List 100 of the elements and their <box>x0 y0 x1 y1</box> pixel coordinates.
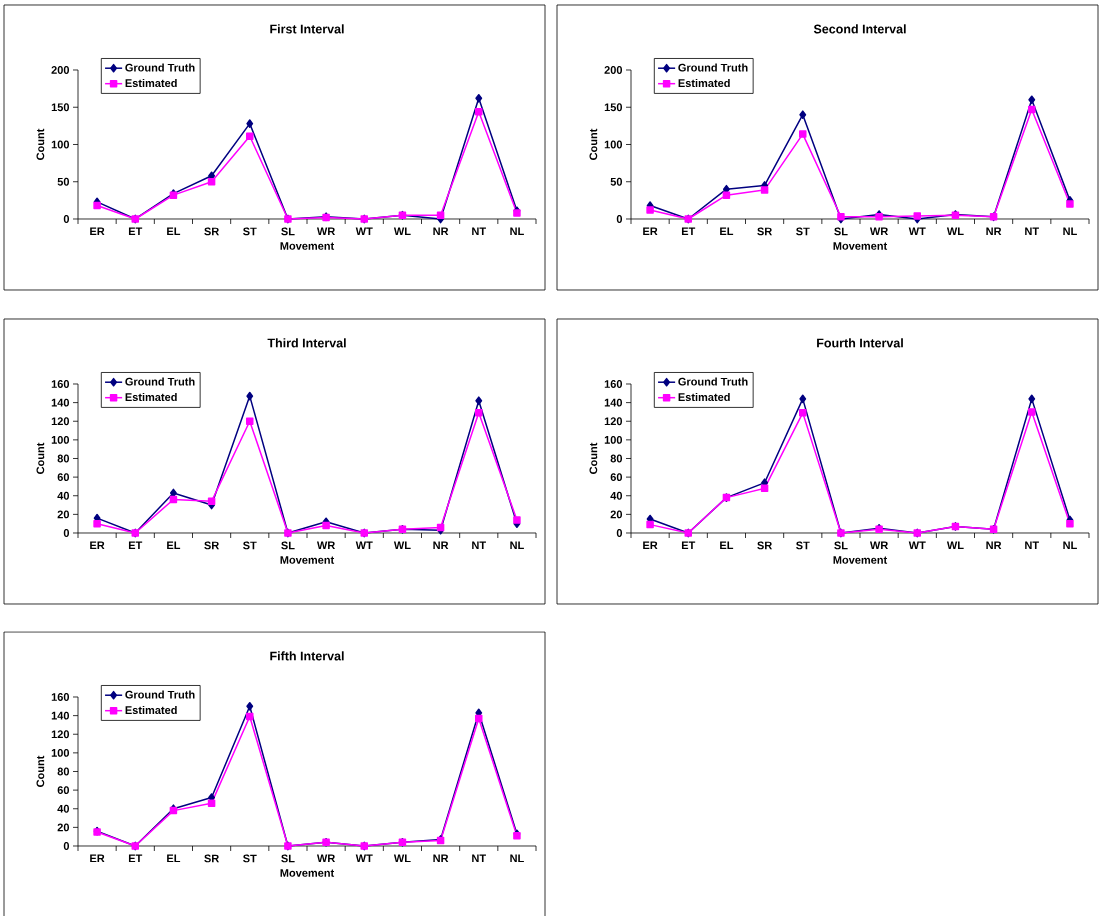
y-tick-label: 100 <box>51 140 70 149</box>
legend-label: Estimated <box>678 78 730 88</box>
y-tick-label: 120 <box>51 417 70 426</box>
x-tick-label: NR <box>433 854 449 863</box>
y-tick-label: 140 <box>604 398 623 407</box>
y-tick-label: 100 <box>51 748 70 757</box>
x-tick-label: NT <box>472 227 486 236</box>
x-tick-label: WL <box>393 227 411 236</box>
x-tick-label: EL <box>720 541 734 550</box>
y-tick-label: 50 <box>610 177 623 186</box>
y-tick-label: 100 <box>604 435 623 444</box>
x-tick-label: ER <box>643 227 658 236</box>
legend-label: Ground Truth <box>125 63 195 72</box>
y-tick-label: 200 <box>51 66 70 74</box>
x-tick-label: NR <box>433 227 449 236</box>
y-tick-label: 60 <box>610 473 623 482</box>
x-tick-label: SL <box>834 227 848 236</box>
x-tick-label: WR <box>869 227 889 236</box>
x-tick-label: SL <box>281 227 295 236</box>
x-axis-title: Movement <box>280 869 335 877</box>
x-tick-label: ST <box>796 227 810 236</box>
x-tick-label: WR <box>869 541 889 550</box>
x-tick-label: WL <box>393 541 411 550</box>
y-tick-label: 80 <box>57 767 70 776</box>
x-tick-label: NT <box>472 541 486 550</box>
x-tick-label: WT <box>355 541 373 550</box>
y-tick-label: 160 <box>51 693 70 701</box>
y-tick-label: 20 <box>57 823 70 832</box>
y-tick-label: 20 <box>610 510 623 519</box>
x-tick-label: WR <box>316 541 336 550</box>
chart-title: Second Interval <box>813 24 906 34</box>
y-axis-title: Count <box>589 128 598 160</box>
x-tick-label: NT <box>472 854 486 863</box>
legend-label: Estimated <box>125 392 177 402</box>
y-tick-label: 0 <box>63 529 70 537</box>
y-tick-label: 140 <box>51 711 70 720</box>
x-tick-label: ET <box>128 854 143 863</box>
y-tick-label: 60 <box>57 473 70 482</box>
y-tick-label: 0 <box>616 215 623 223</box>
x-tick-label: WL <box>946 227 964 236</box>
x-tick-label: ER <box>90 227 105 236</box>
legend-label: Ground Truth <box>125 377 195 386</box>
x-tick-label: ER <box>90 541 105 550</box>
y-tick-label: 50 <box>57 177 70 186</box>
legend-label: Ground Truth <box>678 63 748 72</box>
x-tick-label: NR <box>433 541 449 550</box>
x-axis-title: Movement <box>280 242 335 250</box>
legend-label: Estimated <box>125 78 177 88</box>
x-tick-label: ET <box>681 541 696 550</box>
x-tick-label: EL <box>167 541 181 550</box>
x-tick-label: WL <box>393 854 411 863</box>
x-tick-label: SR <box>204 227 219 236</box>
x-tick-label: ET <box>681 227 696 236</box>
x-tick-label: NL <box>510 541 524 550</box>
y-tick-label: 150 <box>604 103 623 112</box>
x-tick-label: NT <box>1025 541 1039 550</box>
x-tick-label: NL <box>1063 227 1077 236</box>
x-tick-label: SL <box>834 541 848 550</box>
x-tick-label: ET <box>128 227 143 236</box>
legend-label: Estimated <box>678 392 730 402</box>
y-tick-label: 0 <box>63 842 70 850</box>
x-tick-label: WT <box>355 227 373 236</box>
x-tick-label: WT <box>355 854 373 863</box>
x-tick-label: EL <box>167 227 181 236</box>
x-tick-label: SR <box>204 854 219 863</box>
y-tick-label: 60 <box>57 786 70 795</box>
x-tick-label: WL <box>946 541 964 550</box>
x-tick-label: NL <box>510 227 524 236</box>
x-tick-label: WT <box>908 541 926 550</box>
y-tick-label: 40 <box>610 491 623 500</box>
x-tick-label: ER <box>643 541 658 550</box>
x-tick-label: SR <box>757 541 773 550</box>
legend-label: Ground Truth <box>125 690 195 699</box>
y-axis-title: Count <box>36 755 45 787</box>
x-tick-label: NT <box>1025 227 1039 236</box>
x-tick-label: ST <box>243 541 257 550</box>
x-tick-label: ST <box>243 854 257 863</box>
x-tick-label: ER <box>90 854 105 863</box>
y-tick-label: 40 <box>57 491 70 500</box>
y-tick-label: 120 <box>51 730 70 739</box>
y-tick-label: 120 <box>604 417 623 426</box>
chart-title: Fourth Interval <box>817 338 903 348</box>
legend-label: Estimated <box>125 705 177 715</box>
x-tick-label: WR <box>316 227 336 236</box>
x-tick-label: EL <box>167 854 181 863</box>
x-tick-label: ST <box>243 227 257 236</box>
chart-title: Third Interval <box>267 338 346 348</box>
x-tick-label: NL <box>510 854 524 863</box>
y-tick-label: 20 <box>57 510 70 519</box>
y-tick-label: 160 <box>51 380 70 388</box>
x-tick-label: SR <box>204 541 219 550</box>
x-axis-title: Movement <box>833 242 888 250</box>
y-tick-label: 40 <box>57 804 70 813</box>
y-tick-label: 140 <box>51 398 70 407</box>
x-tick-label: ST <box>796 541 810 550</box>
y-tick-label: 80 <box>610 454 623 463</box>
x-tick-label: SL <box>281 541 295 550</box>
chart-title: Fifth Interval <box>270 651 344 661</box>
legend-label: Ground Truth <box>678 377 748 386</box>
x-tick-label: SR <box>757 227 773 236</box>
